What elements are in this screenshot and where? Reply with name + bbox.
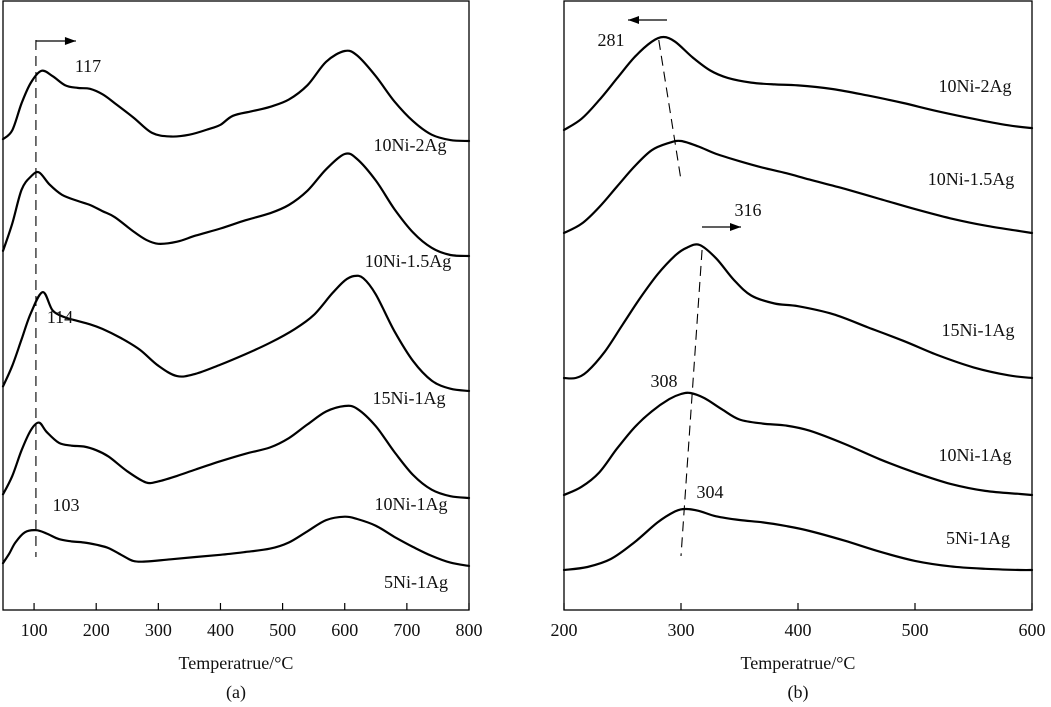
- series-label-10ni-2ag: 10Ni-2Ag: [374, 135, 447, 155]
- panel-a-x-axis-title: Temperatrue/°C: [179, 653, 294, 673]
- annotation-308: 308: [651, 371, 678, 391]
- panel-b-label: (b): [788, 682, 809, 703]
- x-tick-label-100: 100: [21, 620, 48, 640]
- x-tick-label-200: 200: [551, 620, 578, 640]
- annotation-114: 114: [47, 307, 73, 327]
- annotation-304: 304: [697, 482, 724, 502]
- series-label-10ni-2ag: 10Ni-2Ag: [939, 76, 1012, 96]
- series-label-10ni-1-5ag: 10Ni-1.5Ag: [365, 251, 452, 271]
- x-tick-label-700: 700: [393, 620, 420, 640]
- x-tick-label-600: 600: [1019, 620, 1046, 640]
- series-label-10ni-1-5ag: 10Ni-1.5Ag: [928, 169, 1015, 189]
- x-tick-label-500: 500: [902, 620, 929, 640]
- x-tick-label-300: 300: [145, 620, 172, 640]
- series-line-10ni-2ag: [1, 49, 471, 143]
- panel-a-curves: [1, 49, 471, 568]
- series-line-10ni-2ag: [562, 35, 1034, 132]
- annotation-316: 316: [735, 200, 762, 220]
- series-line-10ni-1-5ag: [562, 139, 1034, 235]
- panel-a-series-labels: 10Ni-2Ag 10Ni-1.5Ag 15Ni-1Ag 10Ni-1Ag 5Ni-1A…: [365, 135, 452, 592]
- x-tick-label-300: 300: [668, 620, 695, 640]
- series-line-10ni-1ag: [1, 404, 471, 500]
- panel-b: 10Ni-2Ag 10Ni-1.5Ag 15Ni-1Ag 10Ni-1Ag 5Ni-1A…: [551, 0, 1046, 703]
- series-line-5ni-1ag: [1, 515, 471, 568]
- peak-guide-line-lower: [680, 249, 703, 557]
- x-tick-label-400: 400: [207, 620, 234, 640]
- shift-arrow-left: [628, 16, 667, 24]
- x-tick-label-200: 200: [83, 620, 110, 640]
- annotation-117: 117: [75, 56, 101, 76]
- x-tick-label-400: 400: [785, 620, 812, 640]
- panel-b-x-axis-title: Temperatrue/°C: [741, 653, 856, 673]
- series-label-10ni-1ag: 10Ni-1Ag: [939, 445, 1012, 465]
- series-line-15ni-1ag: [1, 274, 471, 393]
- series-label-5ni-1ag: 5Ni-1Ag: [946, 528, 1010, 548]
- panel-b-x-ticks: 200 300 400 500 600: [551, 603, 1046, 640]
- panel-a-frame: [2, 0, 470, 611]
- series-line-10ni-1-5ag: [1, 152, 471, 258]
- series-line-10ni-1ag: [562, 391, 1034, 497]
- series-label-15ni-1ag: 15Ni-1Ag: [373, 388, 446, 408]
- annotation-103: 103: [53, 495, 80, 515]
- panel-a-x-ticks: 100 200 300 400 500 600 700 800: [21, 603, 483, 640]
- panel-a-label: (a): [226, 682, 246, 703]
- panel-a: 10Ni-2Ag 10Ni-1.5Ag 15Ni-1Ag 10Ni-1Ag 5Ni-1A…: [1, 0, 483, 703]
- x-tick-label-800: 800: [456, 620, 483, 640]
- x-tick-label-600: 600: [331, 620, 358, 640]
- series-line-15ni-1ag: [562, 243, 1034, 380]
- series-label-10ni-1ag: 10Ni-1Ag: [375, 494, 448, 514]
- panel-b-curves: [562, 35, 1034, 572]
- series-label-5ni-1ag: 5Ni-1Ag: [384, 572, 448, 592]
- panel-a-annotations: 117 114 103: [35, 37, 101, 557]
- panel-b-series-labels: 10Ni-2Ag 10Ni-1.5Ag 15Ni-1Ag 10Ni-1Ag 5Ni-1A…: [928, 76, 1015, 548]
- panel-b-annotations: 281 316 308 304: [598, 16, 762, 557]
- shift-arrow-right: [702, 223, 741, 231]
- annotation-281: 281: [598, 30, 625, 50]
- peak-guide-line-upper: [658, 39, 682, 181]
- series-line-5ni-1ag: [562, 507, 1034, 572]
- series-label-15ni-1ag: 15Ni-1Ag: [942, 320, 1015, 340]
- shift-arrow-right: [35, 37, 76, 45]
- x-tick-label-500: 500: [269, 620, 296, 640]
